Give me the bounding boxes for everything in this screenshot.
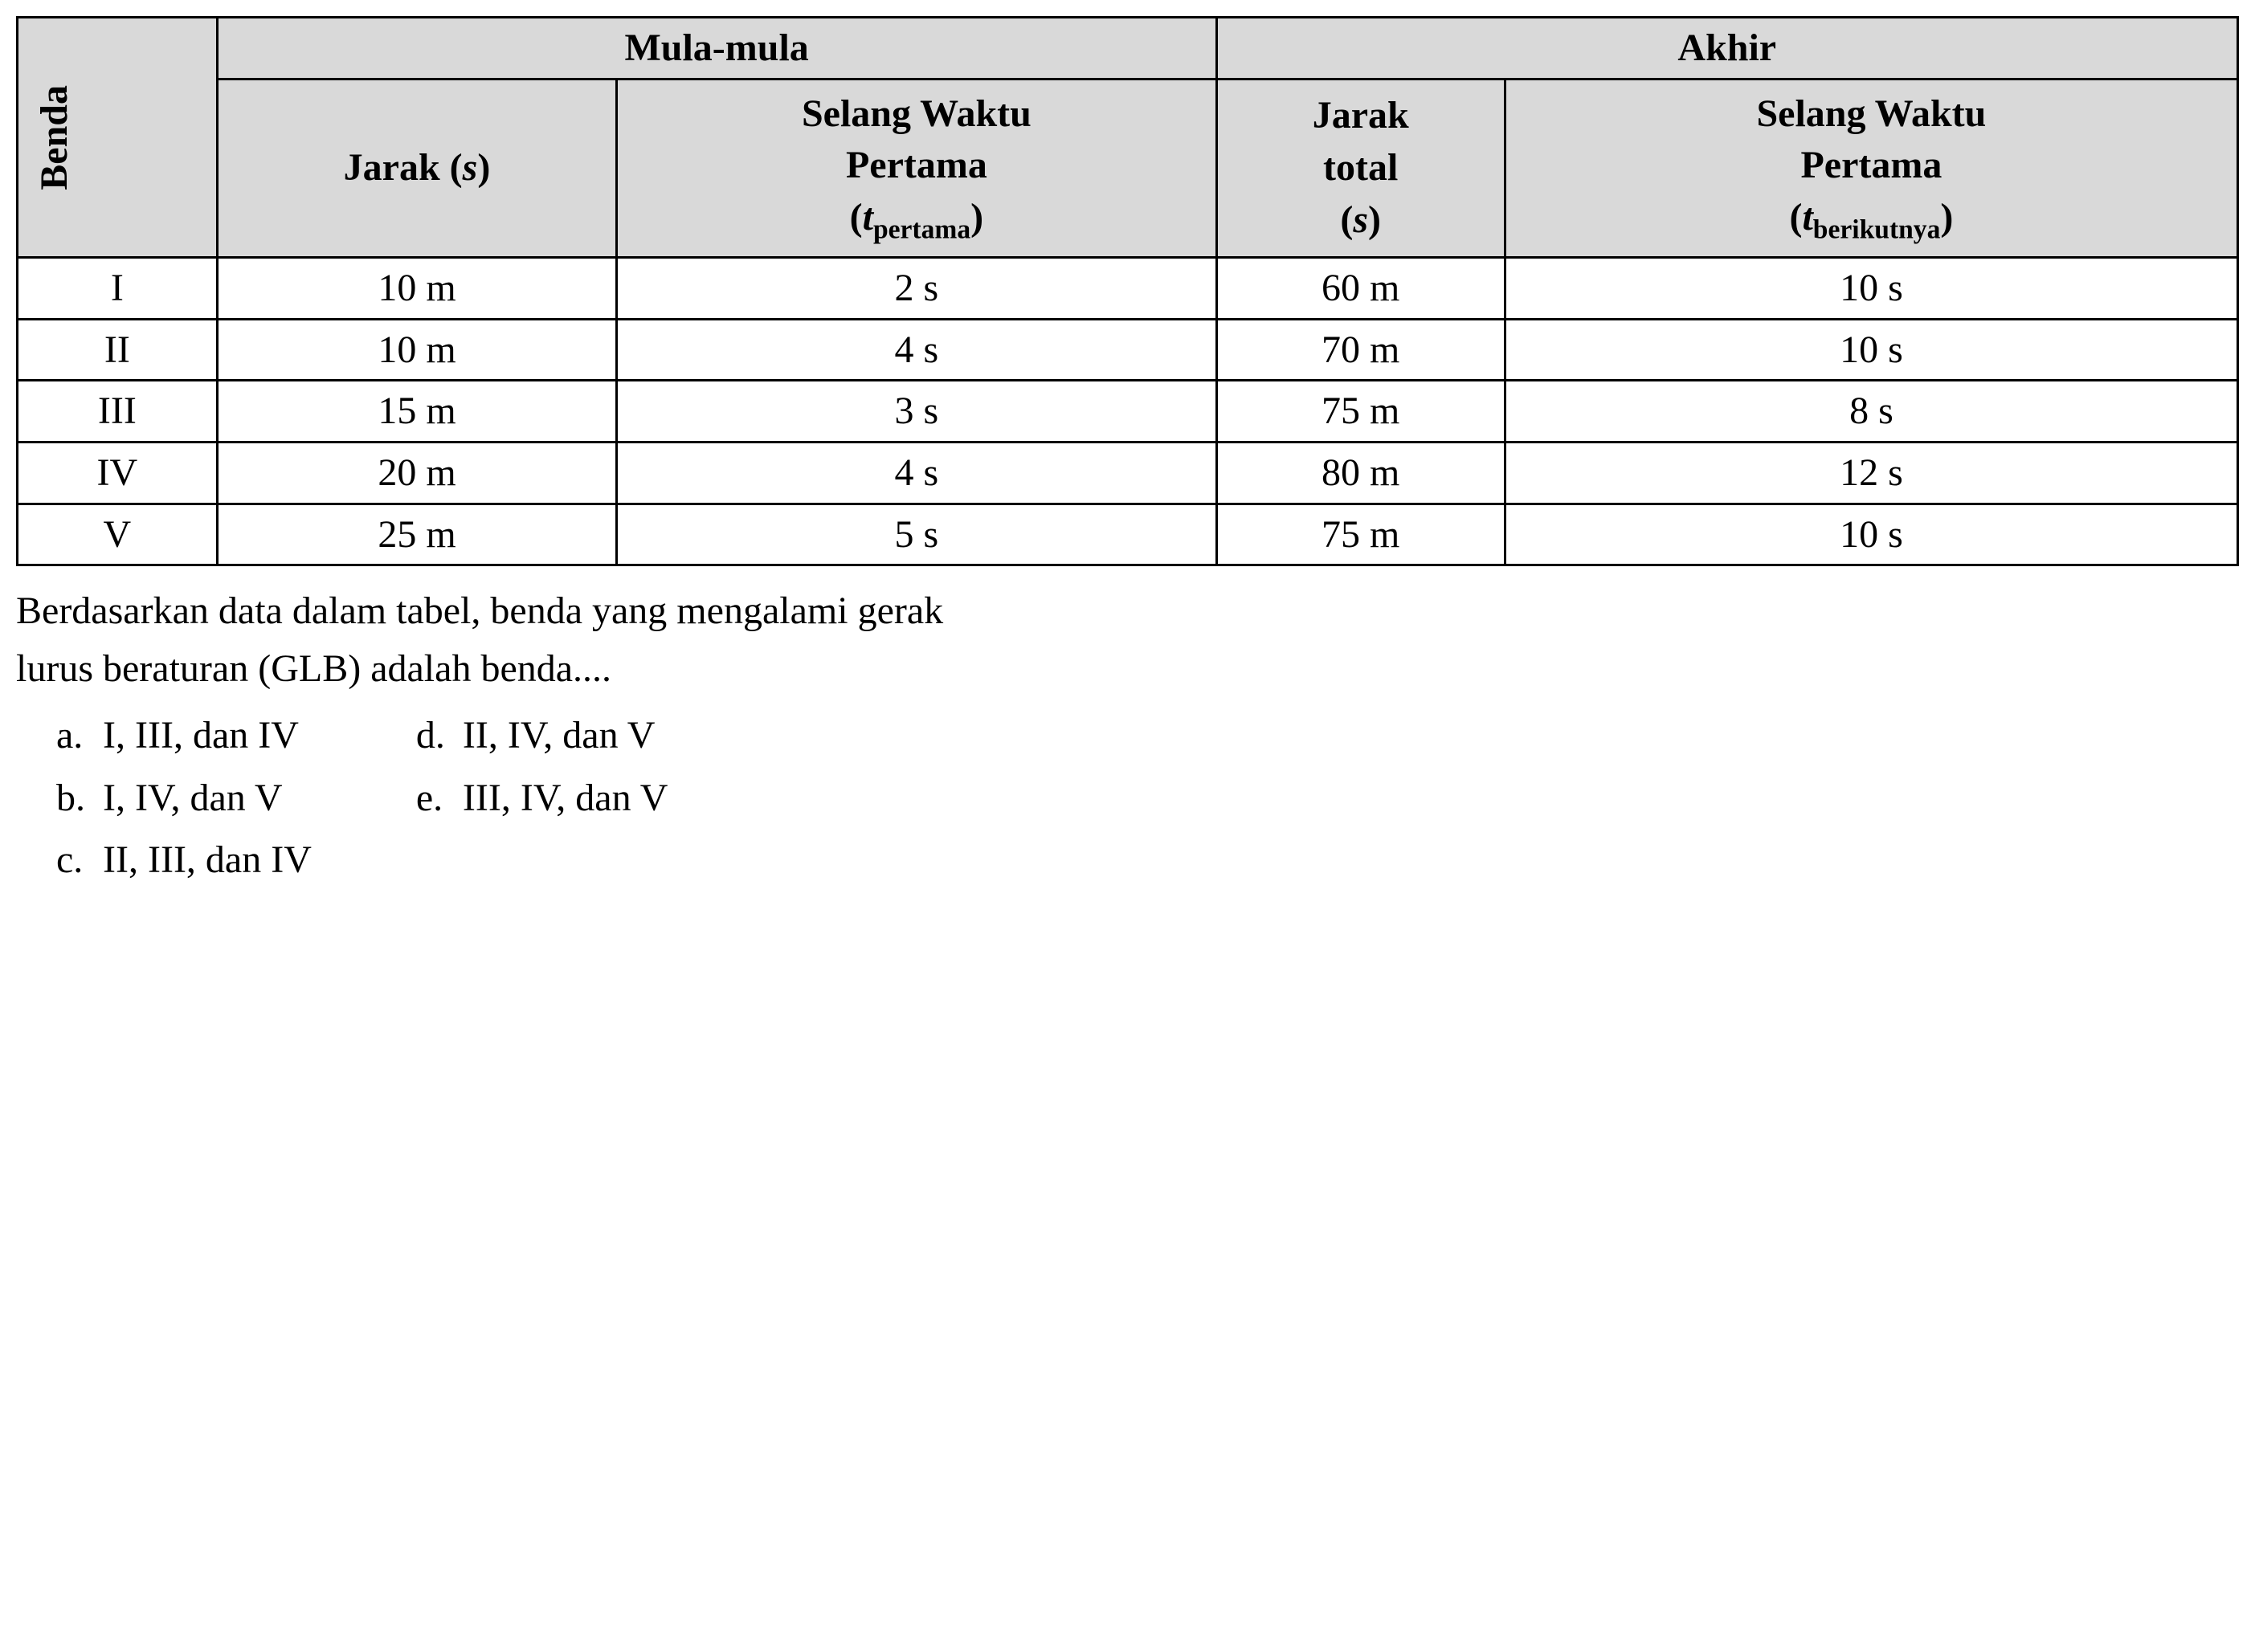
selang1-close: ) — [970, 196, 983, 239]
col-header-jarak2: Jarak total (s) — [1216, 79, 1505, 258]
table-header-row-2: Jarak (s) Selang Waktu Pertama (tpertama… — [18, 79, 2238, 258]
cell-selang1: 5 s — [617, 504, 1216, 565]
cell-benda: III — [18, 381, 218, 443]
option-a: a. I, III, dan IV — [56, 712, 312, 759]
col-header-selang1: Selang Waktu Pertama (tpertama) — [617, 79, 1216, 258]
table-row: II 10 m 4 s 70 m 10 s — [18, 319, 2238, 381]
cell-selang1: 4 s — [617, 319, 1216, 381]
selang1-sub: pertama — [873, 215, 970, 245]
jarak2-var: s — [1353, 198, 1368, 241]
selang1-var: t — [863, 196, 873, 239]
option-letter: c. — [56, 837, 88, 883]
cell-jarak1: 15 m — [217, 381, 617, 443]
cell-selang2: 12 s — [1505, 442, 2237, 504]
selang2-sub: berikutnya — [1813, 215, 1941, 245]
selang2-line2: Pertama — [1516, 140, 2227, 192]
cell-selang1: 3 s — [617, 381, 1216, 443]
cell-jarak1: 20 m — [217, 442, 617, 504]
cell-benda: I — [18, 258, 218, 320]
jarak1-var: s — [463, 146, 478, 189]
cell-selang1: 2 s — [617, 258, 1216, 320]
cell-benda: V — [18, 504, 218, 565]
benda-label: Benda — [28, 53, 81, 222]
options-col-left: a. I, III, dan IV b. I, IV, dan V c. II,… — [56, 712, 312, 883]
col-header-akhir: Akhir — [1216, 18, 2237, 80]
jarak2-close: ) — [1368, 198, 1381, 241]
cell-jarak2: 75 m — [1216, 381, 1505, 443]
selang2-close: ) — [1940, 196, 1953, 239]
cell-jarak2: 75 m — [1216, 504, 1505, 565]
cell-selang2: 10 s — [1505, 258, 2237, 320]
table-row: I 10 m 2 s 60 m 10 s — [18, 258, 2238, 320]
option-letter: d. — [416, 712, 448, 759]
selang2-line1: Selang Waktu — [1516, 88, 2227, 141]
jarak2-line1: Jarak — [1228, 90, 1494, 142]
table-row: V 25 m 5 s 75 m 10 s — [18, 504, 2238, 565]
cell-jarak1: 10 m — [217, 258, 617, 320]
selang2-var: t — [1802, 196, 1812, 239]
question-line2: lurus beraturan (GLB) adalah benda.... — [16, 640, 2239, 698]
selang1-open: ( — [850, 196, 863, 239]
jarak1-label: Jarak ( — [344, 146, 463, 189]
question-line1: Berdasarkan data dalam tabel, benda yang… — [16, 582, 2239, 640]
option-text: II, IV, dan V — [463, 712, 656, 759]
table-row: IV 20 m 4 s 80 m 12 s — [18, 442, 2238, 504]
option-letter: a. — [56, 712, 88, 759]
cell-jarak1: 25 m — [217, 504, 617, 565]
jarak1-close: ) — [477, 146, 490, 189]
table-row: III 15 m 3 s 75 m 8 s — [18, 381, 2238, 443]
option-text: I, IV, dan V — [103, 775, 283, 822]
selang2-open: ( — [1789, 196, 1802, 239]
options-col-right: d. II, IV, dan V e. III, IV, dan V — [416, 712, 668, 883]
cell-benda: II — [18, 319, 218, 381]
cell-jarak1: 10 m — [217, 319, 617, 381]
data-table: Benda Mula-mula Akhir Jarak (s) Selang W… — [16, 16, 2239, 566]
option-c: c. II, III, dan IV — [56, 837, 312, 883]
cell-jarak2: 60 m — [1216, 258, 1505, 320]
option-text: II, III, dan IV — [103, 837, 312, 883]
cell-selang2: 10 s — [1505, 504, 2237, 565]
table-header-row-1: Benda Mula-mula Akhir — [18, 18, 2238, 80]
col-header-mula: Mula-mula — [217, 18, 1216, 80]
cell-jarak2: 80 m — [1216, 442, 1505, 504]
option-b: b. I, IV, dan V — [56, 775, 312, 822]
jarak2-line2: total — [1228, 142, 1494, 194]
option-letter: b. — [56, 775, 88, 822]
jarak2-open: ( — [1340, 198, 1353, 241]
option-e: e. III, IV, dan V — [416, 775, 668, 822]
option-letter: e. — [416, 775, 448, 822]
cell-benda: IV — [18, 442, 218, 504]
col-header-benda: Benda — [18, 18, 218, 258]
cell-selang1: 4 s — [617, 442, 1216, 504]
col-header-jarak1: Jarak (s) — [217, 79, 617, 258]
selang1-line2: Pertama — [627, 140, 1205, 192]
table-body: I 10 m 2 s 60 m 10 s II 10 m 4 s 70 m 10… — [18, 258, 2238, 565]
cell-selang2: 8 s — [1505, 381, 2237, 443]
options-container: a. I, III, dan IV b. I, IV, dan V c. II,… — [16, 712, 2239, 883]
col-header-selang2: Selang Waktu Pertama (tberikutnya) — [1505, 79, 2237, 258]
selang1-line1: Selang Waktu — [627, 88, 1205, 141]
cell-selang2: 10 s — [1505, 319, 2237, 381]
option-d: d. II, IV, dan V — [416, 712, 668, 759]
question-text: Berdasarkan data dalam tabel, benda yang… — [16, 582, 2239, 698]
option-text: III, IV, dan V — [463, 775, 668, 822]
cell-jarak2: 70 m — [1216, 319, 1505, 381]
option-text: I, III, dan IV — [103, 712, 299, 759]
